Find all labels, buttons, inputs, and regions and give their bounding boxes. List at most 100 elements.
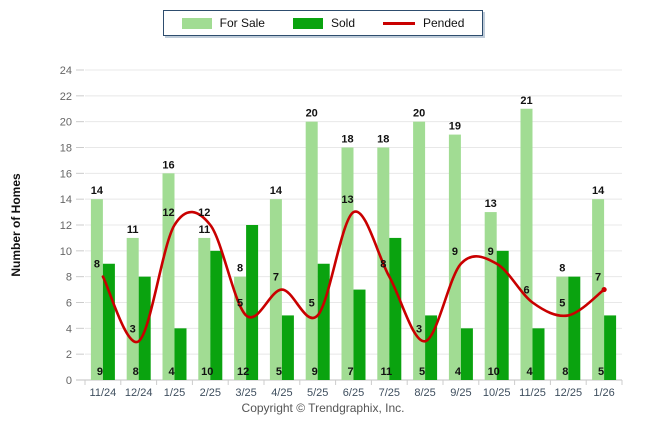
sold-bar (532, 328, 545, 380)
sold-value-label: 10 (488, 366, 500, 378)
pended-value-label: 5 (559, 297, 565, 309)
for-sale-bar (592, 199, 605, 380)
sold-value-label: 12 (237, 366, 249, 378)
for-sale-value-label: 14 (270, 185, 283, 197)
sold-value-label: 9 (97, 366, 103, 378)
for-sale-value-label: 20 (413, 108, 425, 120)
sold-bar (281, 315, 294, 380)
for-sale-bar (341, 147, 354, 380)
sold-value-label: 5 (598, 366, 604, 378)
sold-bar (246, 225, 259, 380)
sold-value-label: 5 (419, 366, 425, 378)
x-axis-label: 4/25 (271, 387, 292, 399)
pended-value-label: 6 (523, 285, 529, 297)
y-axis-tick-label: 16 (60, 168, 72, 180)
for-sale-value-label: 14 (592, 185, 605, 197)
for-sale-value-label: 18 (341, 134, 353, 146)
x-axis-label: 1/25 (164, 387, 185, 399)
sold-value-label: 10 (201, 366, 213, 378)
for-sale-bar (126, 237, 139, 380)
y-axis-title: Number of Homes (9, 173, 23, 277)
chart-plot: 02468101214161820222414911/2411812/24164… (9, 65, 623, 399)
legend-item-for-sale: For Sale (181, 16, 265, 30)
y-axis-tick-label: 8 (66, 272, 72, 284)
sold-value-label: 11 (380, 366, 392, 378)
for-sale-swatch-icon (181, 17, 212, 29)
sold-bar (210, 250, 223, 380)
y-axis-tick-label: 4 (66, 323, 72, 335)
sold-value-label: 4 (168, 366, 175, 378)
sold-bar (389, 237, 402, 380)
y-axis-tick-label: 24 (60, 65, 72, 77)
for-sale-bar (269, 199, 282, 380)
for-sale-bar (448, 134, 461, 380)
for-sale-bar (162, 173, 175, 380)
legend-label-sold: Sold (330, 16, 355, 30)
sold-bar (496, 250, 509, 380)
sold-value-label: 8 (562, 366, 568, 378)
pended-value-label: 3 (130, 323, 136, 335)
pended-value-label: 5 (237, 297, 243, 309)
pended-value-label: 12 (198, 207, 210, 219)
for-sale-bar (556, 276, 569, 380)
for-sale-bar (520, 108, 533, 380)
x-axis-label: 8/25 (414, 387, 435, 399)
pended-value-label: 9 (452, 246, 458, 258)
pended-value-label: 12 (162, 207, 174, 219)
sold-value-label: 7 (347, 366, 353, 378)
sold-bar (174, 328, 187, 380)
sold-swatch-icon (292, 17, 323, 29)
x-axis-label: 10/25 (483, 387, 511, 399)
pended-value-label: 3 (416, 323, 422, 335)
for-sale-bar (90, 199, 103, 380)
pended-value-label: 5 (309, 297, 315, 309)
sold-bar (317, 263, 330, 380)
for-sale-bar (413, 121, 426, 381)
sold-bar (568, 276, 581, 380)
sold-bar (353, 289, 366, 380)
pended-value-label: 8 (380, 259, 386, 271)
y-axis-tick-label: 0 (66, 375, 72, 387)
y-axis-tick-label: 6 (66, 298, 72, 310)
copyright-text: Copyright © Trendgraphix, Inc. (241, 401, 405, 415)
legend-item-pended: Pended (383, 16, 464, 30)
pended-line-endpoint (601, 286, 607, 293)
for-sale-value-label: 11 (127, 224, 139, 236)
for-sale-value-label: 21 (520, 95, 532, 107)
for-sale-value-label: 14 (91, 185, 104, 197)
legend-label-for-sale: For Sale (219, 16, 265, 30)
sold-bar (460, 328, 473, 380)
pended-line (101, 210, 606, 344)
y-axis-tick-label: 10 (60, 246, 72, 258)
sold-bar (102, 263, 115, 380)
pended-value-label: 9 (488, 246, 494, 258)
pended-value-label: 8 (94, 259, 100, 271)
for-sale-value-label: 8 (237, 263, 243, 275)
for-sale-value-label: 13 (485, 198, 497, 210)
legend-item-sold: Sold (292, 16, 355, 30)
for-sale-value-label: 18 (377, 134, 389, 146)
sold-value-label: 5 (276, 366, 282, 378)
x-axis-label: 12/24 (125, 387, 153, 399)
sold-bar (604, 315, 617, 380)
x-axis-label: 12/25 (555, 387, 583, 399)
x-axis-label: 11/25 (519, 387, 546, 399)
for-sale-bar (484, 212, 497, 380)
sold-value-label: 8 (133, 366, 139, 378)
for-sale-bar (305, 121, 318, 381)
x-axis-label: 5/25 (307, 387, 328, 399)
legend: For Sale Sold Pended (162, 10, 484, 36)
x-axis-label: 1/26 (593, 387, 614, 399)
y-axis-tick-label: 20 (60, 117, 72, 129)
y-axis-tick-label: 18 (60, 143, 72, 155)
y-axis-tick-label: 22 (60, 91, 72, 103)
sold-value-label: 4 (455, 366, 462, 378)
for-sale-value-label: 8 (559, 263, 565, 275)
pended-value-label: 13 (341, 194, 353, 206)
for-sale-bar (234, 276, 247, 380)
y-axis-tick-label: 14 (60, 194, 72, 206)
sold-value-label: 9 (312, 366, 318, 378)
for-sale-value-label: 19 (449, 121, 461, 133)
x-axis-label: 7/25 (379, 387, 400, 399)
